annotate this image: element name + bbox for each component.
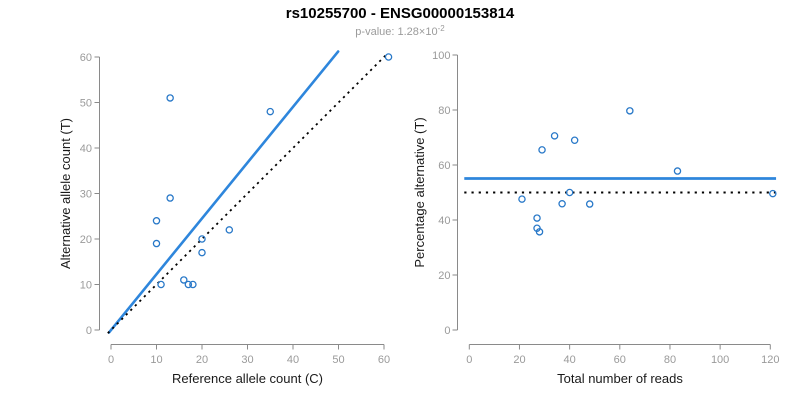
data-point [558, 200, 566, 208]
data-point [626, 107, 634, 115]
data-point [533, 214, 541, 222]
data-point [769, 189, 777, 198]
y-tick-label: 40 [80, 143, 92, 155]
y-tick-label: 20 [80, 234, 92, 246]
x-tick-label: 60 [614, 354, 626, 366]
left-x-axis-title: Reference allele count (C) [172, 371, 323, 386]
data-point [198, 248, 206, 257]
left-scatter-plot: 0 10 20 30 40 50 60 0 10 20 30 40 50 60 [80, 50, 393, 366]
x-tick-label: 120 [761, 354, 779, 366]
x-tick-label: 40 [564, 354, 576, 366]
pvalue-text: p-value: 1.28×10 [355, 26, 438, 38]
data-point [673, 167, 682, 175]
x-tick-label: 50 [332, 354, 344, 366]
x-tick-label: 0 [108, 354, 114, 366]
y-tick-label: 50 [80, 97, 92, 109]
x-tick-label: 0 [466, 354, 472, 366]
data-point [550, 132, 559, 140]
x-tick-label: 60 [378, 354, 390, 366]
data-point [535, 228, 544, 236]
y-tick-label: 100 [432, 50, 450, 62]
x-tick-label: 40 [287, 354, 299, 366]
data-point [518, 195, 526, 203]
pvalue-exponent: -2 [437, 24, 445, 33]
data-point [266, 107, 274, 116]
y-tick-label: 0 [86, 325, 92, 337]
data-point [538, 146, 546, 154]
data-point [180, 276, 188, 284]
y-tick-label: 20 [438, 270, 450, 282]
data-point [166, 194, 174, 202]
data-point [384, 53, 393, 61]
y-tick-label: 10 [80, 279, 92, 291]
data-point [189, 280, 197, 289]
data-point [585, 200, 594, 208]
right-x-axis-title: Total number of reads [557, 371, 683, 386]
y-tick-label: 0 [444, 325, 450, 337]
x-tick-label: 20 [513, 354, 525, 366]
left-y-axis-title: Alternative allele count (T) [58, 118, 73, 269]
data-point [157, 280, 165, 289]
data-point [565, 188, 574, 197]
figure-title: rs10255700 - ENSG00000153814 [285, 5, 515, 22]
x-tick-label: 20 [196, 354, 208, 366]
y-tick-label: 40 [438, 215, 450, 227]
x-tick-label: 10 [150, 354, 162, 366]
data-point [570, 136, 579, 144]
x-tick-label: 30 [241, 354, 253, 366]
y-tick-label: 80 [438, 105, 450, 117]
x-tick-label: 100 [711, 354, 729, 366]
y-tick-label: 60 [438, 160, 450, 172]
identity-line [107, 52, 389, 334]
y-tick-label: 30 [80, 188, 92, 200]
right-scatter-plot: 0 20 40 60 80 100 0 20 40 60 80 100 120 [432, 50, 779, 366]
x-tick-label: 80 [664, 354, 676, 366]
data-point [225, 226, 234, 234]
data-point [152, 217, 161, 225]
fit-line [107, 50, 340, 334]
data-point [152, 239, 161, 248]
figure-subtitle: p-value: 1.28×10-2 [0, 24, 800, 38]
data-point [184, 280, 193, 289]
data-point [198, 235, 206, 243]
y-tick-label: 60 [80, 52, 92, 64]
data-point [166, 94, 174, 102]
right-y-axis-title: Percentage alternative (T) [412, 117, 427, 267]
